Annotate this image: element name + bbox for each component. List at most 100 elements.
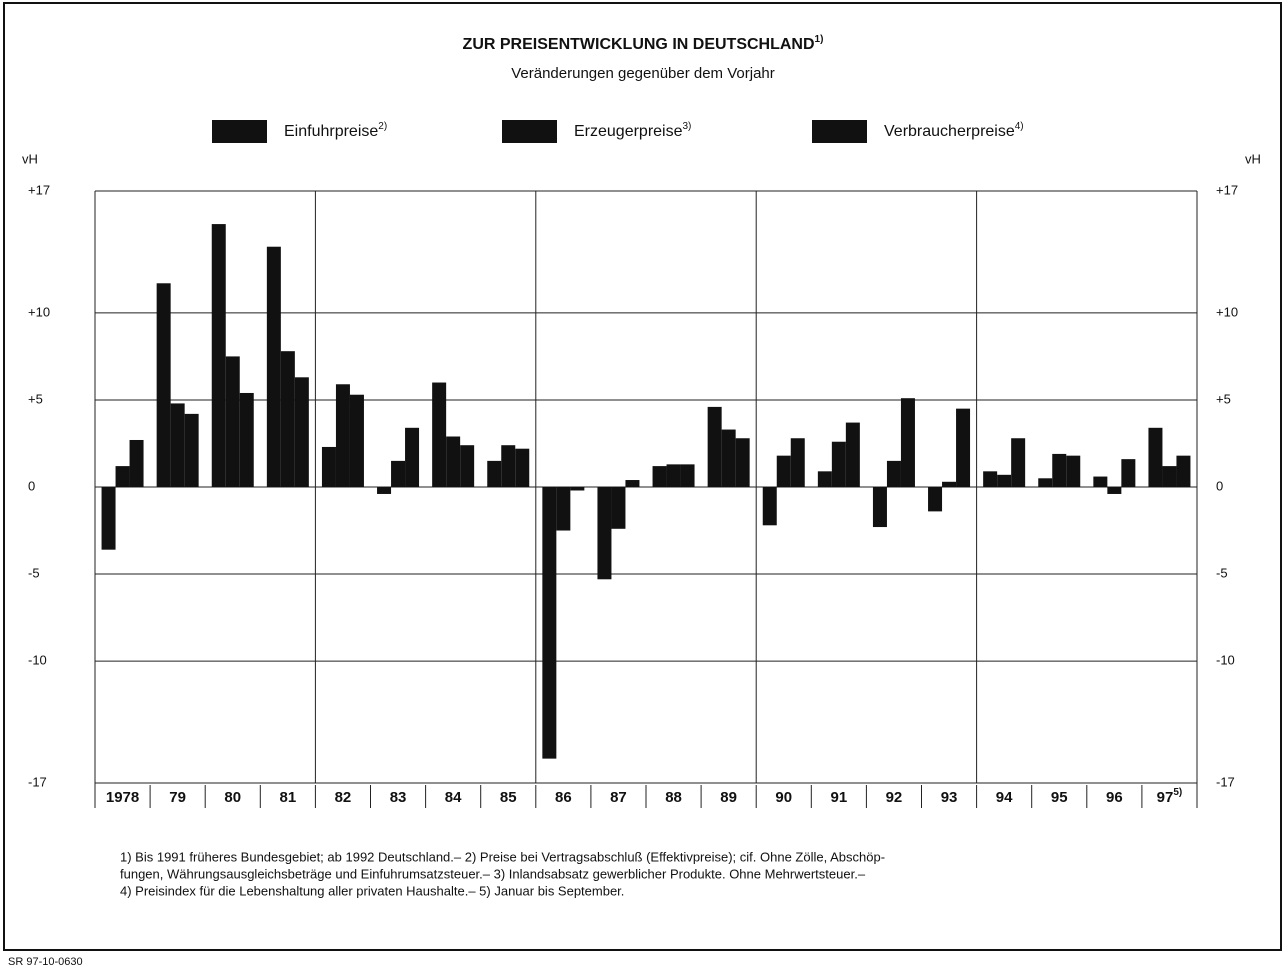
chart-subtitle: Veränderungen gegenüber dem Vorjahr: [511, 65, 775, 82]
category: 92: [886, 789, 903, 806]
bar: [432, 382, 447, 487]
y2-tick-label: 0: [1216, 478, 1223, 493]
bar: [501, 445, 516, 487]
x-tick-label: 92: [886, 789, 903, 806]
category: 79: [169, 789, 186, 806]
bar: [666, 464, 681, 487]
bar: [1107, 487, 1122, 494]
x-tick-label: 80: [224, 789, 241, 806]
bar: [170, 403, 185, 487]
x-tick-label: 90: [775, 789, 792, 806]
bar: [280, 351, 295, 487]
bar: [211, 224, 226, 488]
bar: [239, 392, 254, 487]
footnote: 1) Bis 1991 früheres Bundesgebiet; ab 19…: [120, 849, 885, 864]
y-tick-label: -17: [28, 774, 47, 789]
y2-tick-label: +17: [1216, 182, 1238, 197]
x-tick-label: 88: [665, 789, 682, 806]
category: 85: [500, 789, 517, 806]
bar: [680, 464, 695, 487]
x-tick-label: 975): [1157, 787, 1183, 806]
bar: [115, 466, 130, 487]
category: 97: [1157, 789, 1174, 806]
bar: [776, 455, 791, 487]
x-tick-label: 79: [169, 789, 186, 806]
bar: [1162, 466, 1177, 487]
legend-name: Einfuhrpreise: [284, 123, 378, 140]
category: 84: [445, 789, 462, 806]
bar: [335, 384, 350, 487]
legend-note: 3): [683, 121, 692, 132]
bar: [817, 471, 832, 487]
title-text: ZUR PREISENTWICKLUNG IN DEUTSCHLAND: [463, 36, 815, 53]
bar: [515, 448, 530, 487]
category: 80: [224, 789, 241, 806]
chart-title: ZUR PREISENTWICKLUNG IN DEUTSCHLAND1): [463, 34, 824, 53]
bar: [101, 487, 116, 550]
category-note: 5): [1173, 787, 1182, 798]
bar: [377, 487, 392, 494]
bar: [129, 439, 144, 487]
bar: [721, 429, 736, 487]
bar: [349, 394, 364, 487]
category: 91: [831, 789, 848, 806]
bar: [1011, 438, 1026, 487]
bar: [762, 487, 777, 526]
bar: [900, 398, 915, 487]
legend-entry: Erzeugerpreise3): [574, 121, 691, 140]
bar: [611, 487, 626, 529]
y-tick-label: -10: [28, 653, 47, 668]
title-note: 1): [815, 34, 824, 45]
legend-name: Verbraucherpreise: [884, 123, 1015, 140]
bar: [983, 471, 998, 487]
bar: [790, 438, 805, 487]
bar: [156, 283, 171, 487]
x-tick-label: 83: [390, 789, 407, 806]
x-tick-label: 84: [445, 789, 462, 806]
y-tick-label: +17: [28, 182, 50, 197]
category: 82: [335, 789, 352, 806]
category: 1978: [106, 789, 139, 806]
bar: [542, 487, 557, 759]
legend-swatch: [212, 120, 267, 143]
category: 89: [720, 789, 737, 806]
x-tick-label: 86: [555, 789, 572, 806]
bar: [845, 422, 860, 487]
category: 81: [280, 789, 297, 806]
bar: [405, 427, 420, 487]
y2-tick-label: -17: [1216, 774, 1235, 789]
bar: [266, 246, 281, 487]
y2-tick-label: +5: [1216, 391, 1231, 406]
bar: [391, 460, 406, 487]
bar: [556, 487, 571, 531]
x-tick-label: 1978: [106, 789, 139, 806]
legend-note: 2): [378, 121, 387, 132]
y2-tick-label: -10: [1216, 653, 1235, 668]
bar: [886, 460, 901, 487]
source: SR 97-10-0630: [8, 956, 83, 968]
x-tick-label: 89: [720, 789, 737, 806]
x-tick-label: 82: [335, 789, 352, 806]
footnote: 4) Preisindex für die Lebenshaltung alle…: [120, 883, 624, 898]
bar: [570, 487, 585, 491]
footnote: fungen, Währungsausgleichsbeträge und Ei…: [120, 866, 866, 881]
bar: [831, 441, 846, 487]
bar: [1093, 476, 1108, 487]
category: 86: [555, 789, 572, 806]
bar: [1052, 453, 1067, 487]
bar: [1066, 455, 1081, 487]
y-tick-label: +5: [28, 391, 43, 406]
x-tick-label: 94: [996, 789, 1013, 806]
bar: [321, 446, 336, 487]
category: 83: [390, 789, 407, 806]
y2-tick-label: +10: [1216, 304, 1238, 319]
bar: [872, 487, 887, 528]
bar: [597, 487, 612, 580]
bar: [942, 481, 957, 487]
bar: [184, 413, 199, 487]
x-tick-label: 95: [1051, 789, 1068, 806]
bar: [294, 377, 309, 487]
category: 96: [1106, 789, 1123, 806]
category: 93: [941, 789, 958, 806]
